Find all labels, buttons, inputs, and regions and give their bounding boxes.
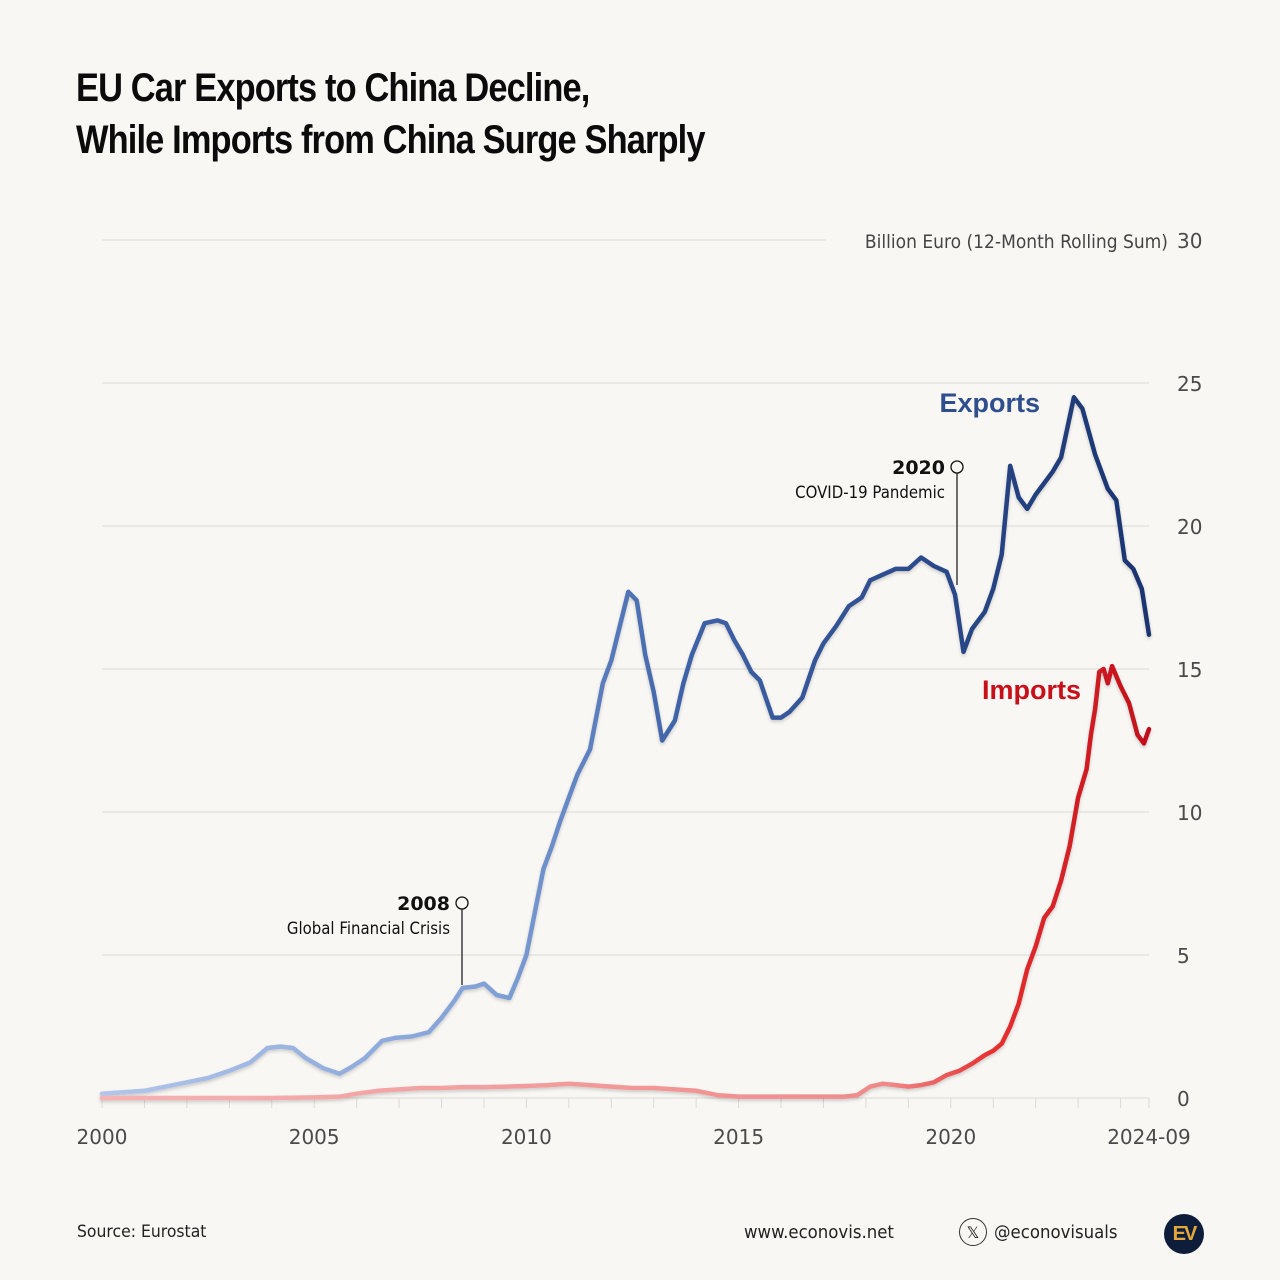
x-twitter-icon: 𝕏	[959, 1218, 987, 1246]
series-line-exports	[99, 395, 1152, 1096]
y-tick-label-20: 20	[1177, 515, 1202, 539]
x-tick-label-2000: 2000	[77, 1125, 128, 1149]
annotation-text-2008: Global Financial Crisis	[287, 918, 450, 938]
website-link[interactable]: www.econovis.net	[744, 1222, 894, 1243]
x-tick-label-2015: 2015	[713, 1125, 764, 1149]
series-lines	[99, 395, 1152, 1101]
y-axis: 0 5 10 15 20 25 30 Billion Euro (12-Month Rolli…	[865, 229, 1203, 1111]
annotation-marker-2020	[950, 460, 964, 474]
x-tick-label-2010: 2010	[501, 1125, 552, 1149]
y-axis-title: Billion Euro (12-Month Rolling Sum)	[865, 231, 1168, 253]
x-tick-label-2020: 2020	[925, 1125, 976, 1149]
social-handle[interactable]: @econovisuals	[994, 1222, 1118, 1243]
source-note: Source: Eurostat	[77, 1222, 207, 1242]
series-label-imports: Imports	[982, 675, 1081, 705]
annotation-marker-2008	[455, 896, 469, 910]
series-label-exports: Exports	[939, 388, 1040, 418]
annotations: 2008 Global Financial Crisis 2020 COVID-19 …	[287, 457, 964, 985]
y-tick-label-5: 5	[1177, 944, 1190, 968]
title-line-1: EU Car Exports to China Decline,	[76, 66, 590, 110]
chart-title: EU Car Exports to China Decline, While I…	[76, 62, 706, 166]
y-tick-label-0: 0	[1177, 1087, 1190, 1111]
title-line-2: While Imports from China Surge Sharply	[76, 118, 706, 162]
x-axis: 2000 2005 2010 2015 2020 2024-09	[77, 1098, 1191, 1149]
series-labels: Exports Imports	[939, 388, 1081, 705]
y-tick-label-30: 30	[1177, 229, 1202, 253]
y-tick-label-25: 25	[1177, 372, 1202, 396]
series-line-imports	[99, 663, 1152, 1101]
annotation-year-2008: 2008	[397, 893, 450, 915]
annotation-year-2020: 2020	[892, 457, 945, 479]
y-tick-label-10: 10	[1177, 801, 1202, 825]
gridlines	[102, 239, 1149, 1099]
annotation-text-2020: COVID-19 Pandemic	[795, 482, 945, 502]
econovis-logo: EV	[1164, 1214, 1204, 1254]
x-tick-label-2024-09: 2024-09	[1107, 1125, 1191, 1149]
y-tick-label-15: 15	[1177, 658, 1202, 682]
x-tick-label-2005: 2005	[289, 1125, 340, 1149]
